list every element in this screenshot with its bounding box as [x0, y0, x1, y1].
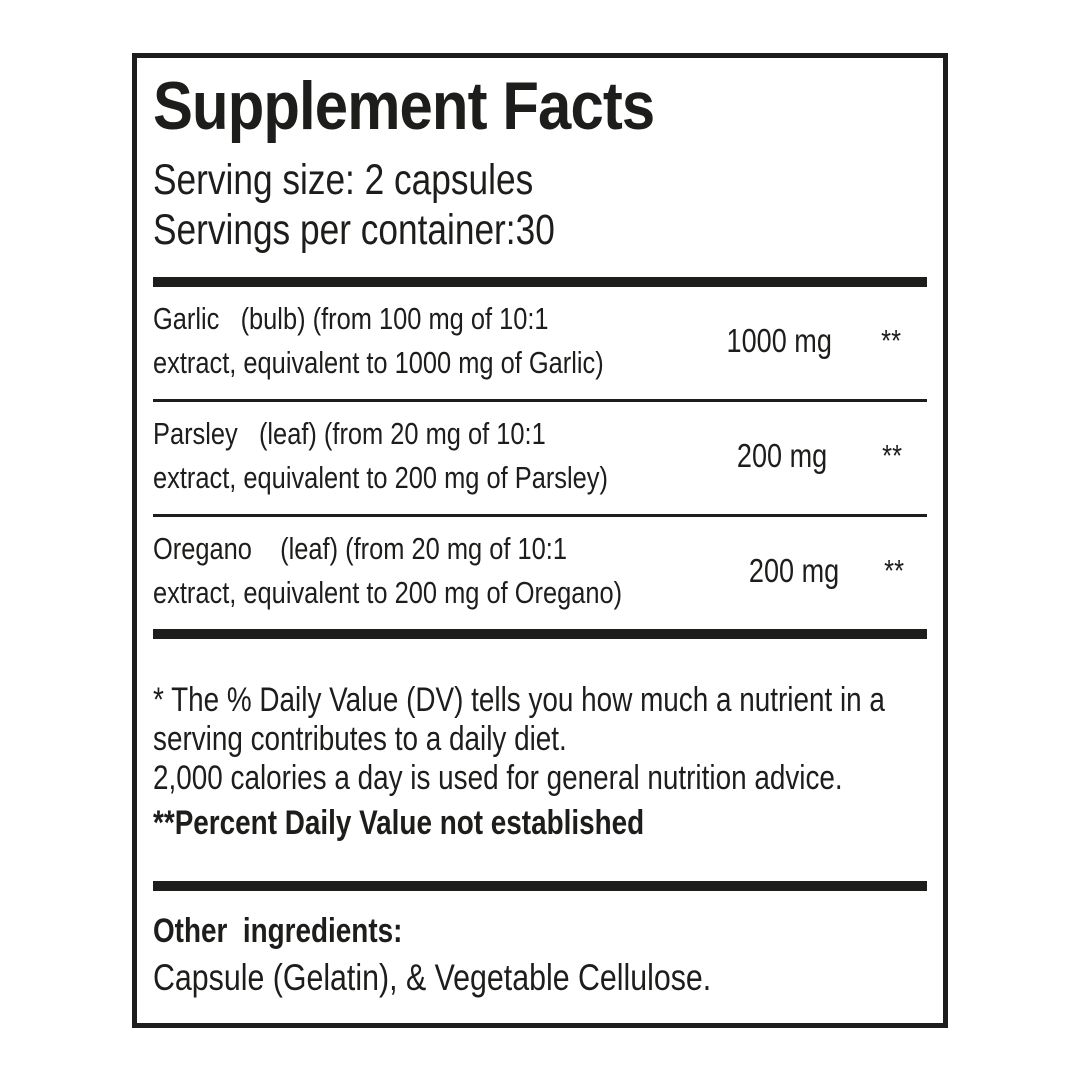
divider-thin-1 [153, 399, 927, 402]
ingredient-name: Garlic (bulb) (from 100 mg of 10:1 extra… [153, 301, 604, 380]
ingredient-daily-value: ** [880, 323, 901, 358]
ingredient-row-parsley: Parsley (leaf) (from 20 mg of 10:1 extra… [153, 402, 927, 514]
supplement-facts-panel: Supplement Facts Serving size: 2 capsule… [132, 53, 948, 1028]
ingredient-row-garlic: Garlic (bulb) (from 100 mg of 10:1 extra… [153, 287, 927, 399]
ingredient-daily-value: ** [884, 553, 905, 588]
other-ingredients-heading: Other ingredients: [153, 912, 403, 950]
panel-title: Supplement Facts [153, 70, 927, 142]
divider-thick-middle [153, 629, 927, 639]
ingredient-name: Parsley (leaf) (from 20 mg of 10:1 extra… [153, 416, 608, 495]
ingredient-row-oregano: Oregano (leaf) (from 20 mg of 10:1 extra… [153, 517, 927, 629]
ingredient-daily-value: ** [881, 438, 902, 473]
ingredient-amount: 200 mg [748, 552, 839, 589]
serving-info: Serving size: 2 capsules Servings per co… [153, 155, 927, 255]
other-ingredients-value: Capsule (Gelatin), & Vegetable Cellulose… [153, 957, 712, 998]
divider-thick-top [153, 277, 927, 287]
ingredient-amount: 1000 mg [726, 322, 832, 359]
ingredient-amount: 200 mg [737, 437, 828, 474]
daily-value-footnote: * The % Daily Value (DV) tells you how m… [153, 681, 927, 843]
panel-title-text: Supplement Facts [153, 68, 655, 144]
divider-thick-bottom [153, 881, 927, 891]
divider-thin-2 [153, 514, 927, 517]
servings-per-container-line: Servings per container:30 [153, 206, 555, 254]
not-established-note: **Percent Daily Value not established [153, 804, 645, 842]
serving-size-line: Serving size: 2 capsules [153, 156, 534, 204]
ingredient-name: Oregano (leaf) (from 20 mg of 10:1 extra… [153, 531, 623, 610]
